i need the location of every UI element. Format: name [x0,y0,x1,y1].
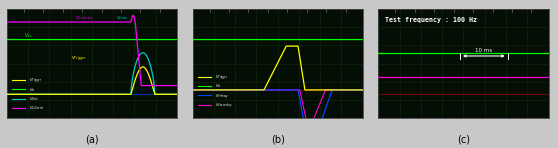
Text: $\mathit{V}_{Secondary}$: $\mathit{V}_{Secondary}$ [215,101,233,110]
Text: $\mathit{V}_{Trigger}$: $\mathit{V}_{Trigger}$ [29,76,42,85]
Text: $\mathit{V}_{Trigger}$: $\mathit{V}_{Trigger}$ [71,54,88,63]
Text: Test frequency : 100 Hz: Test frequency : 100 Hz [385,17,477,23]
Text: $\mathit{V}_{Collector}$: $\mathit{V}_{Collector}$ [75,15,94,22]
Text: 10 ms: 10 ms [475,48,492,53]
Text: $\mathit{V}_{Trigger}$: $\mathit{V}_{Trigger}$ [215,73,228,82]
Text: $\mathit{V}_{Gate}$: $\mathit{V}_{Gate}$ [29,95,39,103]
Text: $\mathit{V}_{cc}$: $\mathit{V}_{cc}$ [29,86,36,94]
Text: $\mathit{V}_{cc}$: $\mathit{V}_{cc}$ [23,31,33,40]
Text: $\mathit{V}_{Primary}$: $\mathit{V}_{Primary}$ [215,92,229,101]
Text: $\mathit{V}_{cc}$: $\mathit{V}_{cc}$ [215,83,222,90]
Text: $\mathit{V}_{Collector}$: $\mathit{V}_{Collector}$ [29,105,45,112]
Text: $\mathit{V}_{Gate}$: $\mathit{V}_{Gate}$ [116,15,128,22]
Text: (c): (c) [457,134,470,144]
Text: (b): (b) [271,134,285,144]
Text: (a): (a) [85,134,99,144]
